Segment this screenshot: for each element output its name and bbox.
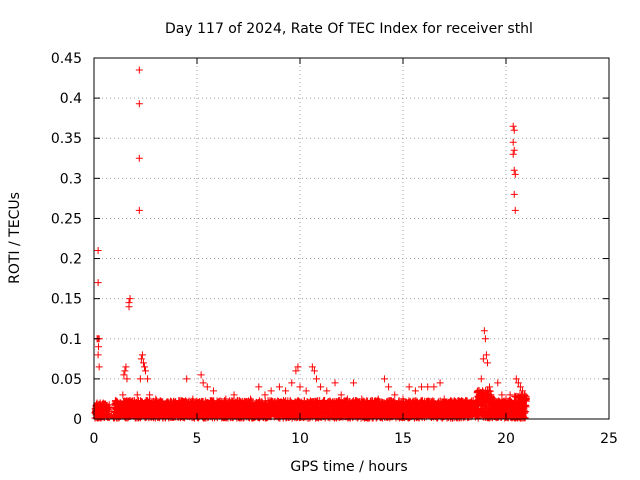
data-point (477, 375, 485, 383)
data-point (288, 379, 296, 387)
data-point (123, 375, 131, 383)
data-point (509, 122, 517, 130)
data-point (95, 343, 103, 351)
grid-lines (94, 58, 609, 419)
data-point (483, 359, 491, 367)
data-point (385, 383, 393, 391)
data-point (125, 303, 133, 311)
data-point (135, 154, 143, 162)
y-tick-label: 0.25 (51, 211, 82, 227)
data-point (197, 371, 205, 379)
data-point (405, 383, 413, 391)
data-point (511, 170, 519, 178)
data-point (436, 379, 444, 387)
data-point (510, 190, 518, 198)
data-point (494, 379, 502, 387)
x-tick-labels: 0 5 10 15 20 25 (90, 431, 618, 447)
plot-frame (93, 57, 610, 420)
data-point (509, 138, 517, 146)
data-point (135, 100, 143, 108)
data-point (138, 351, 146, 359)
data-point (199, 379, 207, 387)
data-point (121, 367, 129, 375)
data-point (498, 391, 506, 399)
data-point (482, 351, 490, 359)
y-tick-label: 0 (73, 412, 82, 428)
data-point (480, 327, 488, 335)
data-point (126, 295, 134, 303)
data-point (411, 387, 419, 395)
data-point (230, 391, 238, 399)
data-point (511, 206, 519, 214)
y-tick-label: 0.35 (51, 131, 82, 147)
axis-ticks (93, 57, 610, 420)
data-point (140, 363, 148, 371)
data-points (91, 66, 530, 422)
y-tick-labels: 0 0.05 0.1 0.15 0.2 0.25 0.3 0.35 0.4 0.45 (51, 51, 82, 428)
y-axis-label: ROTI / TECUs (7, 192, 23, 284)
x-axis-label: GPS time / hours (290, 459, 407, 475)
data-point (94, 351, 102, 359)
y-tick-label: 0.4 (60, 91, 82, 107)
data-point (261, 391, 269, 399)
data-point (418, 383, 426, 391)
y-tick-label: 0.45 (51, 51, 82, 67)
data-point (135, 66, 143, 74)
x-tick-label: 5 (193, 431, 202, 447)
data-point (183, 375, 191, 383)
x-tick-label: 25 (600, 431, 618, 447)
x-tick-label: 15 (394, 431, 412, 447)
data-point (144, 375, 152, 383)
data-point (209, 387, 217, 395)
data-point (510, 166, 518, 174)
data-point (391, 391, 399, 399)
data-point (94, 279, 102, 287)
data-point (510, 146, 518, 154)
data-point (119, 391, 127, 399)
data-point (479, 355, 487, 363)
y-tick-label: 0.1 (60, 332, 82, 348)
data-point (255, 383, 263, 391)
data-point (203, 383, 211, 391)
data-point (267, 387, 275, 395)
data-point-background (105, 401, 113, 409)
data-point (95, 363, 103, 371)
data-point (430, 383, 438, 391)
data-point (136, 375, 144, 383)
data-point (510, 126, 518, 134)
data-point (275, 383, 283, 391)
chart-title: Day 117 of 2024, Rate Of TEC Index for r… (165, 21, 533, 37)
x-tick-label: 10 (291, 431, 309, 447)
data-point (323, 387, 331, 395)
data-point (509, 150, 517, 158)
data-point (135, 206, 143, 214)
y-tick-label: 0.15 (51, 292, 82, 308)
data-point (312, 375, 320, 383)
data-point (424, 383, 432, 391)
data-point (122, 363, 130, 371)
data-point (282, 387, 290, 395)
data-point (380, 375, 388, 383)
data-point (481, 335, 489, 343)
x-tick-label: 0 (90, 431, 99, 447)
data-point (350, 379, 358, 387)
data-point (94, 247, 102, 255)
data-point (142, 367, 149, 375)
y-tick-label: 0.3 (60, 171, 82, 187)
x-tick-label: 20 (497, 431, 515, 447)
data-point (302, 387, 310, 395)
data-point (331, 379, 339, 387)
data-point (296, 383, 304, 391)
y-tick-label: 0.05 (51, 372, 82, 388)
data-point (120, 371, 128, 379)
y-tick-label: 0.2 (60, 252, 82, 268)
data-point (317, 383, 325, 391)
